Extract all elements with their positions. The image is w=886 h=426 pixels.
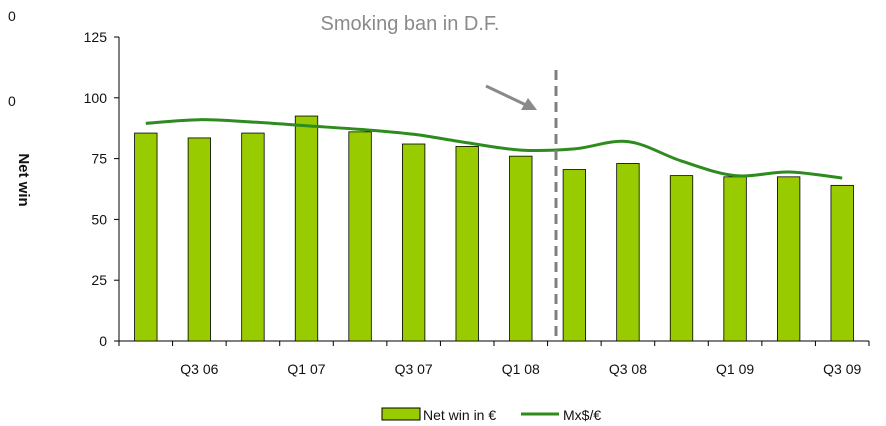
x-tick-label: Q1 07 — [287, 361, 325, 377]
x-tick-label: Q1 09 — [716, 361, 754, 377]
x-tick-labels: Q3 06 Q1 07 Q3 07 Q1 08 Q3 08 Q1 09 Q3 09 — [180, 361, 861, 377]
bar-q2-07 — [348, 131, 372, 342]
left-edge-fragment-mid: 0 — [8, 93, 16, 109]
x-tick-label: Q1 08 — [502, 361, 540, 377]
line-mx-per-eur — [145, 118, 843, 180]
legend-label-bars: Net win in € — [423, 407, 496, 423]
y-tick-label: 0 — [99, 333, 107, 349]
legend-swatch-bars — [381, 407, 421, 421]
y-tick-label: 50 — [91, 211, 107, 227]
bar-q4-06 — [241, 132, 265, 342]
bar-q4-08 — [669, 175, 694, 342]
annotation-arrow — [485, 84, 537, 110]
y-tick-label: 25 — [91, 272, 107, 288]
legend: Net win in € Mx$/€ — [381, 407, 601, 423]
x-tick-label: Q3 09 — [823, 361, 861, 377]
x-tick-label: Q3 07 — [395, 361, 433, 377]
bar-q3-08 — [616, 163, 640, 342]
legend-label-line: Mx$/€ — [563, 407, 601, 423]
y-tick-label: 75 — [91, 151, 107, 167]
bar-q1-07 — [294, 115, 319, 342]
bar-q2-09 — [776, 176, 801, 342]
bar-q3-09 — [830, 184, 854, 342]
y-axis-label: Net win — [15, 153, 32, 206]
bar-q2-06 — [134, 132, 158, 342]
bar-q1-09 — [723, 176, 747, 342]
bar-q3-07 — [401, 143, 426, 342]
y-tick-labels: 0 25 50 75 100 125 — [84, 29, 108, 349]
annotation-text: Smoking ban in D.F. — [321, 13, 500, 35]
y-tick-label: 100 — [84, 90, 108, 106]
axes — [114, 36, 870, 346]
bar-q4-07 — [455, 146, 479, 342]
x-tick-label: Q3 06 — [180, 361, 218, 377]
line-series — [145, 118, 843, 180]
bar-q3-06 — [187, 137, 212, 342]
y-tick-label: 125 — [84, 29, 108, 45]
bar-series — [134, 115, 854, 342]
left-edge-fragment-top: 0 — [8, 8, 16, 24]
bar-q1-08 — [509, 155, 533, 342]
x-tick-label: Q3 08 — [609, 361, 647, 377]
bar-q2-08 — [562, 169, 587, 342]
